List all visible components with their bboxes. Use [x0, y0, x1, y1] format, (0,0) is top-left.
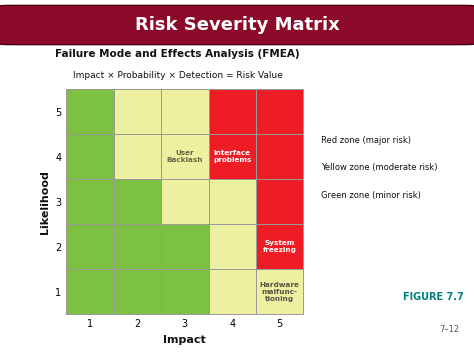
- Bar: [114, 179, 161, 224]
- Bar: [209, 89, 256, 134]
- Text: User
Backlash: User Backlash: [166, 150, 203, 163]
- Y-axis label: Likelihood: Likelihood: [40, 170, 50, 233]
- Text: Failure Mode and Effects Analysis (FMEA): Failure Mode and Effects Analysis (FMEA): [55, 49, 300, 59]
- Text: Interface
problems: Interface problems: [213, 150, 251, 163]
- Bar: [66, 134, 114, 179]
- Bar: [66, 269, 114, 314]
- Bar: [114, 89, 161, 134]
- Bar: [209, 134, 256, 179]
- Bar: [209, 179, 256, 224]
- Bar: [66, 224, 114, 269]
- Text: Hardware
malfunc-
tioning: Hardware malfunc- tioning: [260, 282, 300, 302]
- Text: FIGURE 7.7: FIGURE 7.7: [403, 292, 464, 302]
- Text: 7–12: 7–12: [440, 325, 460, 334]
- Bar: [161, 179, 209, 224]
- FancyBboxPatch shape: [0, 5, 474, 45]
- Bar: [161, 134, 209, 179]
- Bar: [114, 269, 161, 314]
- Bar: [256, 134, 303, 179]
- Bar: [161, 224, 209, 269]
- Bar: [66, 179, 114, 224]
- Bar: [209, 269, 256, 314]
- X-axis label: Impact: Impact: [164, 335, 206, 345]
- Text: Green zone (minor risk): Green zone (minor risk): [321, 191, 421, 200]
- Text: Red zone (major risk): Red zone (major risk): [321, 136, 411, 145]
- Text: Risk Severity Matrix: Risk Severity Matrix: [135, 16, 339, 34]
- Text: Yellow zone (moderate risk): Yellow zone (moderate risk): [321, 163, 438, 172]
- Bar: [209, 224, 256, 269]
- Bar: [256, 224, 303, 269]
- Bar: [161, 89, 209, 134]
- Bar: [256, 269, 303, 314]
- Bar: [66, 89, 114, 134]
- Bar: [161, 269, 209, 314]
- Bar: [256, 179, 303, 224]
- Bar: [114, 224, 161, 269]
- Bar: [114, 134, 161, 179]
- Bar: [256, 89, 303, 134]
- Text: System
freezing: System freezing: [263, 240, 297, 253]
- Text: Impact × Probability × Detection = Risk Value: Impact × Probability × Detection = Risk …: [73, 71, 283, 80]
